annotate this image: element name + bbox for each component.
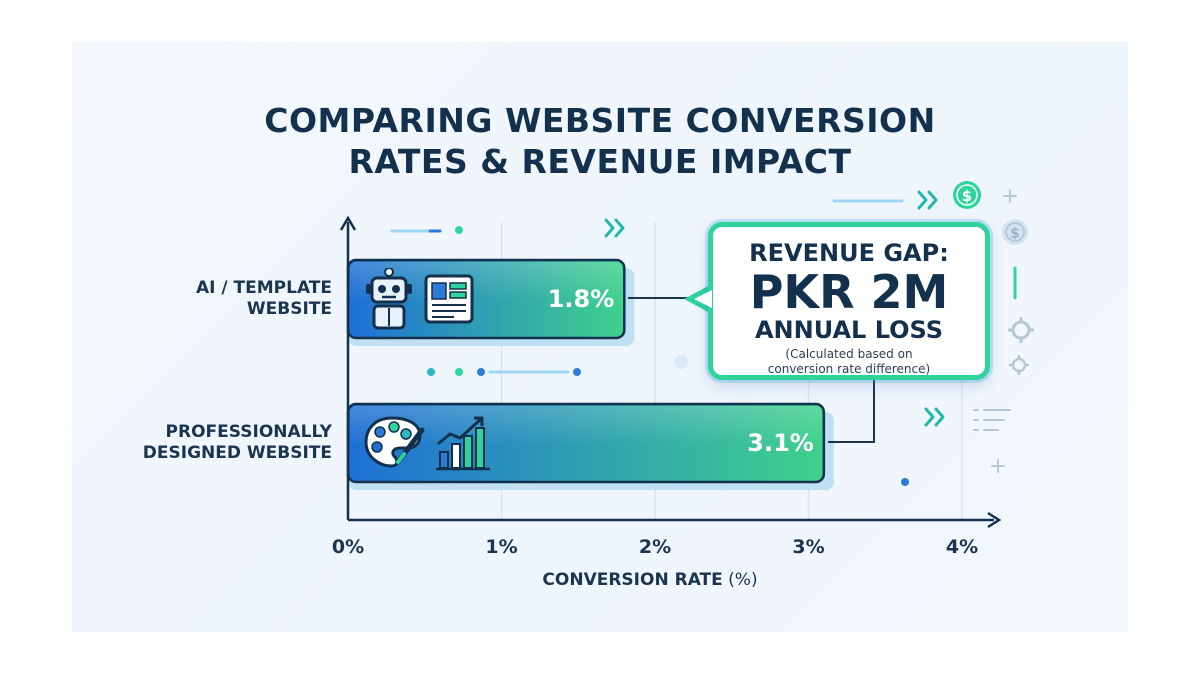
callout-note-line-2: conversion rate difference) (767, 362, 931, 376)
category-label-line: DESIGNED WEBSITE (142, 443, 332, 463)
x-tick-label: 3% (792, 536, 825, 558)
plus-icon (991, 459, 1005, 473)
category-label-professional: PROFESSIONALLY DESIGNED WEBSITE (82, 422, 332, 464)
title-line-1: COMPARING WEBSITE CONVERSION (264, 101, 936, 140)
category-label-ai-template: AI / TEMPLATE WEBSITE (82, 278, 332, 320)
revenue-gap-callout: REVENUE GAP: PKR 2M ANNUAL LOSS (Calcula… (708, 222, 990, 380)
plus-icon (1003, 189, 1017, 203)
callout-subheading: ANNUAL LOSS (754, 316, 944, 344)
x-axis-label: CONVERSION RATE (%) (450, 570, 850, 590)
category-label-line: PROFESSIONALLY (165, 422, 332, 442)
connector-line-2 (828, 380, 875, 443)
callout-heading: REVENUE GAP: (749, 239, 949, 267)
x-tick-label: 4% (945, 536, 979, 558)
x-tick-label: 1% (485, 536, 518, 558)
bar-highlight (350, 262, 623, 301)
webpage-template-icon (424, 274, 474, 329)
robot-icon (364, 267, 414, 335)
category-label-line: WEBSITE (246, 299, 332, 319)
gear-icon (1009, 355, 1029, 375)
chart-title: COMPARING WEBSITE CONVERSION RATES & REV… (0, 100, 1200, 182)
svg-text:$: $ (1010, 226, 1020, 242)
x-axis-label-main: CONVERSION RATE (542, 570, 723, 590)
callout-amount: PKR 2M (749, 265, 949, 319)
category-label-line: AI / TEMPLATE (196, 278, 332, 298)
callout-note-line-1: (Calculated based on (785, 347, 913, 361)
double-chevron-icon (917, 190, 938, 210)
bar-value-label: 3.1% (747, 429, 814, 457)
callout-pointer-inner (694, 290, 712, 308)
gear-icon (1008, 317, 1034, 343)
svg-text:$: $ (962, 187, 972, 205)
double-chevron-icon (604, 218, 625, 238)
paint-palette-icon (364, 414, 426, 475)
title-line-2: RATES & REVENUE IMPACT (348, 142, 852, 181)
dollar-coin-icon: $ (953, 181, 981, 209)
x-tick-label: 2% (638, 536, 672, 558)
x-tick-label: 0% (331, 536, 365, 558)
decorative-marks (390, 199, 1017, 486)
dollar-coin-icon: $ (1002, 219, 1028, 245)
x-axis-label-unit: (%) (728, 570, 758, 590)
list-lines-icon (973, 409, 1011, 431)
double-chevron-icon (924, 407, 945, 427)
x-axis-arrow (987, 511, 1002, 529)
growth-chart-icon (434, 414, 492, 477)
bar-value-label: 1.8% (547, 285, 615, 313)
y-axis-arrow (339, 215, 357, 231)
